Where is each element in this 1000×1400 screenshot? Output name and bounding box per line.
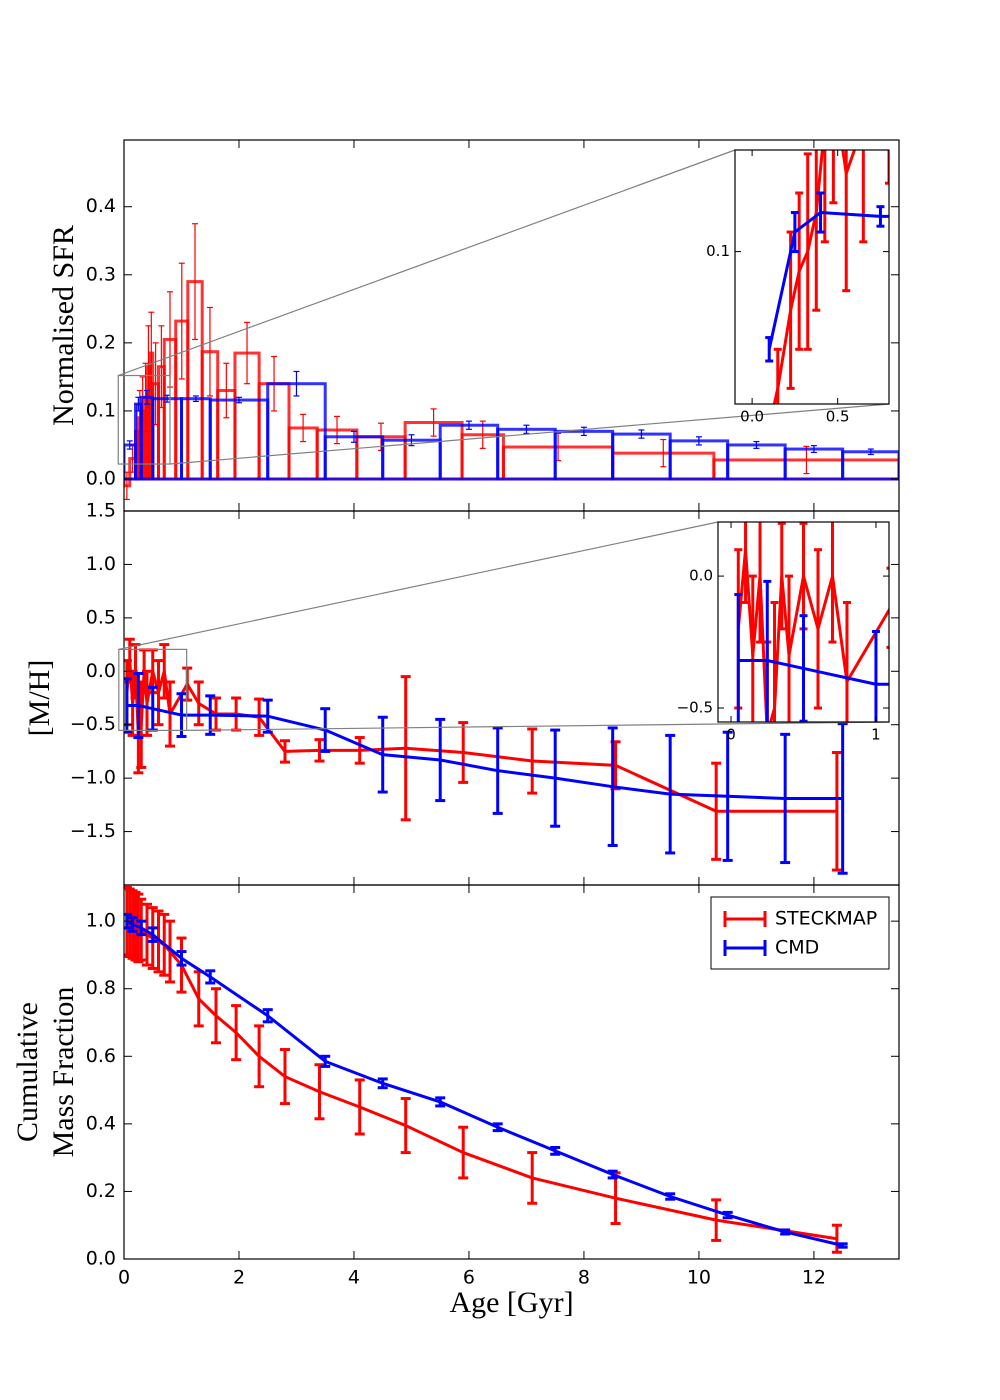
x-tick-label: 12 bbox=[802, 1267, 826, 1289]
y-axis-label: Normalised SFR bbox=[47, 225, 80, 426]
y-tick-label: 0.1 bbox=[86, 399, 116, 421]
y-tick-label: 0.0 bbox=[86, 660, 116, 682]
x-tick-label: 4 bbox=[348, 1267, 360, 1289]
inset-plot-area bbox=[765, 150, 889, 404]
x-tick-label: 8 bbox=[578, 1267, 590, 1289]
histogram-bar bbox=[726, 443, 787, 481]
y-tick-label: 0.5 bbox=[86, 606, 116, 628]
x-tick-label: 6 bbox=[463, 1267, 475, 1289]
inset-frame bbox=[734, 149, 890, 405]
zoom-connector bbox=[118, 149, 736, 377]
histogram-bar bbox=[783, 447, 845, 481]
x-tick-label: 10 bbox=[687, 1267, 711, 1289]
y-tick-label: 0.8 bbox=[86, 977, 116, 999]
plot-area bbox=[124, 223, 899, 501]
y-tick-label: −1.0 bbox=[70, 767, 116, 789]
series-line bbox=[126, 919, 844, 1247]
series-line bbox=[126, 703, 843, 800]
inset-y-tick-label: 0.1 bbox=[706, 242, 730, 260]
zoom-box bbox=[118, 648, 188, 731]
inset-y-tick-label: 0.0 bbox=[689, 567, 713, 585]
y-tick-label: 0.0 bbox=[86, 468, 116, 490]
inset-x-tick-label: 0.0 bbox=[740, 408, 764, 426]
inset-plot-area bbox=[734, 522, 889, 722]
histogram-bar bbox=[841, 450, 899, 481]
axes-frame bbox=[123, 884, 900, 1260]
histogram-bar bbox=[611, 432, 672, 481]
x-tick-label: 2 bbox=[233, 1267, 245, 1289]
series-line bbox=[767, 211, 889, 350]
y-tick-label: 0.0 bbox=[86, 1248, 116, 1270]
y-tick-label: −1.5 bbox=[70, 820, 116, 842]
y-axis-label: [M/H] bbox=[23, 660, 56, 737]
y-tick-label: −0.5 bbox=[70, 713, 116, 735]
inset-frame bbox=[717, 521, 890, 723]
y-axis-label: Cumulative bbox=[11, 1002, 44, 1142]
inset-x-tick-label: 1 bbox=[871, 726, 881, 744]
y-tick-label: 1.5 bbox=[86, 500, 116, 522]
y-tick-label: 0.2 bbox=[86, 331, 116, 353]
y-axis-label: Mass Fraction bbox=[47, 987, 80, 1158]
y-tick-label: 0.2 bbox=[86, 1180, 116, 1202]
y-tick-label: 0.4 bbox=[86, 195, 116, 217]
histogram-bar bbox=[323, 435, 385, 481]
legend-label: STECKMAP bbox=[775, 908, 877, 930]
histogram-bar bbox=[496, 427, 557, 481]
y-tick-label: 0.3 bbox=[86, 263, 116, 285]
legend-box bbox=[710, 896, 890, 970]
x-tick-label: 0 bbox=[118, 1267, 130, 1289]
zoom-box bbox=[117, 374, 171, 465]
legend-label: CMD bbox=[775, 937, 819, 959]
inset-background bbox=[735, 150, 889, 404]
inset-x-tick-label: 0.5 bbox=[826, 408, 850, 426]
y-tick-label: 1.0 bbox=[86, 910, 116, 932]
inset-y-tick-label: −0.5 bbox=[677, 699, 713, 717]
series-line bbox=[738, 659, 889, 686]
y-tick-label: 0.6 bbox=[86, 1045, 116, 1067]
zoom-connector bbox=[169, 403, 890, 465]
inset-x-tick-label: 0 bbox=[726, 726, 736, 744]
zoom-connector bbox=[186, 721, 890, 731]
plot-area bbox=[124, 885, 848, 1254]
zoom-connector bbox=[118, 521, 719, 650]
y-tick-label: 0.4 bbox=[86, 1112, 116, 1134]
histogram-bar bbox=[179, 397, 212, 481]
x-axis-label: Age [Gyr] bbox=[449, 1286, 573, 1319]
y-tick-label: 1.0 bbox=[86, 553, 116, 575]
histogram-bar bbox=[553, 429, 615, 481]
